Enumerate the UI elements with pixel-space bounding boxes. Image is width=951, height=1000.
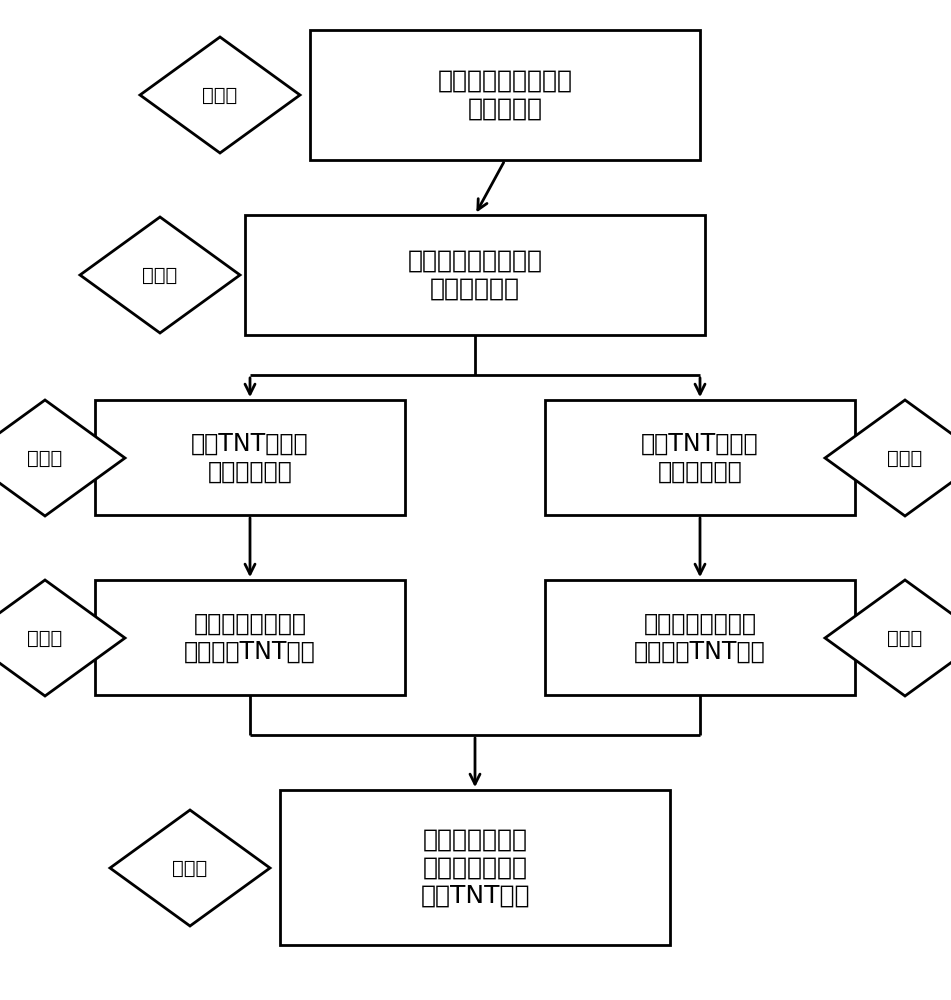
Bar: [545, 400, 855, 515]
Bar: [245, 215, 705, 335]
Text: 确定内爆炸威力参数
及获取方法: 确定内爆炸威力参数 及获取方法: [437, 69, 573, 121]
Text: 计算内爆炸冲击波
威力等效TNT当量: 计算内爆炸冲击波 威力等效TNT当量: [184, 612, 316, 663]
Bar: [545, 580, 855, 695]
Polygon shape: [140, 37, 300, 153]
Text: 确定内爆炸威力参数
试验测试方法: 确定内爆炸威力参数 试验测试方法: [407, 249, 542, 301]
Bar: [95, 580, 405, 695]
Text: 步骤四: 步骤四: [887, 448, 922, 468]
Polygon shape: [110, 810, 270, 926]
Polygon shape: [80, 217, 240, 333]
Text: 步骤七: 步骤七: [172, 858, 207, 878]
Polygon shape: [0, 580, 125, 696]
Text: 步骤三: 步骤三: [28, 448, 63, 468]
Text: 步骤二: 步骤二: [143, 265, 178, 284]
Text: 步骤一: 步骤一: [203, 86, 238, 104]
Bar: [95, 400, 405, 515]
Text: 计算内爆炸准静压
威力等效TNT当量: 计算内爆炸准静压 威力等效TNT当量: [634, 612, 766, 663]
Text: 确定TNT爆炸冲
击波威力模型: 确定TNT爆炸冲 击波威力模型: [191, 432, 309, 483]
Bar: [310, 30, 700, 160]
Text: 确定TNT爆炸准
静压威力模型: 确定TNT爆炸准 静压威力模型: [641, 432, 759, 483]
Text: 步骤六: 步骤六: [887, 629, 922, 648]
Text: 计算待评价炸药
内爆炸综合威力
等效TNT当量: 计算待评价炸药 内爆炸综合威力 等效TNT当量: [420, 828, 530, 907]
Polygon shape: [825, 580, 951, 696]
Text: 步骤五: 步骤五: [28, 629, 63, 648]
Bar: [280, 790, 670, 945]
Polygon shape: [825, 400, 951, 516]
Polygon shape: [0, 400, 125, 516]
